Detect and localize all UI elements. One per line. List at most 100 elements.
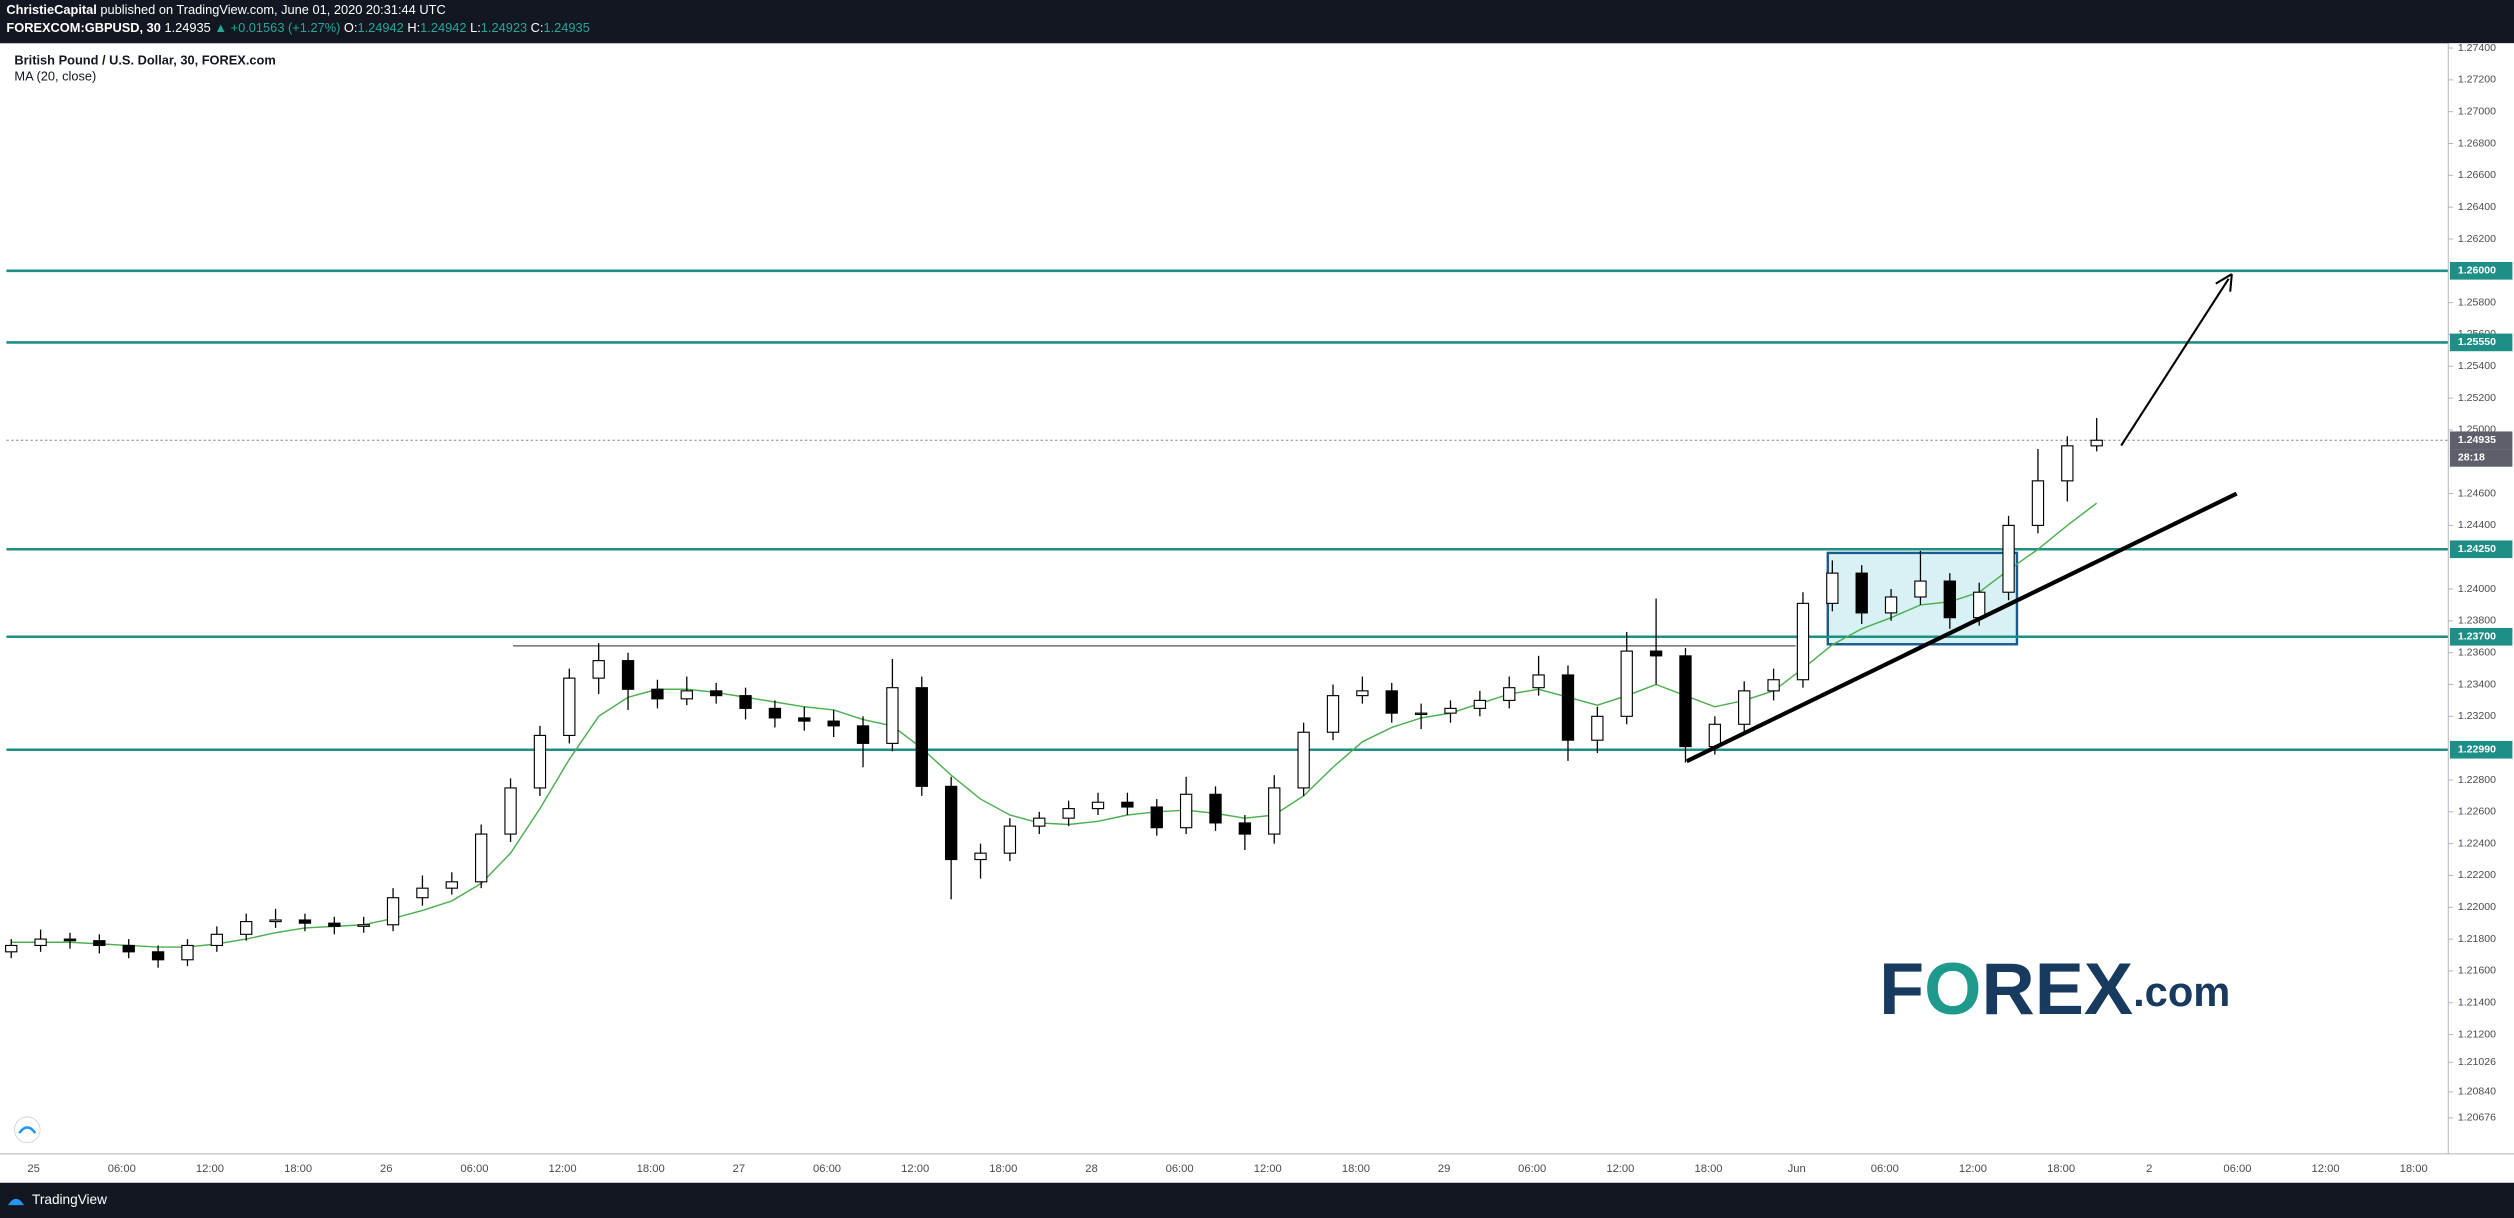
- level-label: 1.22990: [2458, 744, 2496, 756]
- level-label: 1.25550: [2458, 336, 2496, 348]
- candle-body: [1238, 822, 1252, 835]
- candle-body: [357, 924, 370, 927]
- candles: [5, 417, 2103, 968]
- x-tick-label: 06:00: [813, 1163, 841, 1175]
- candle-body: [1003, 825, 1017, 854]
- symbol: FOREXCOM:GBPUSD, 30: [6, 20, 161, 35]
- candle-body: [1385, 690, 1398, 714]
- time-axis: 25 06:00 12:00 18:00 26 06:00 12:00 18:00 27 06:0…: [27, 1163, 2427, 1175]
- x-tick-label: 18:00: [284, 1163, 312, 1175]
- candle-body: [2090, 439, 2103, 447]
- header-bar: [0, 0, 2514, 44]
- candle-body: [1591, 715, 1604, 741]
- y-tick-label: 1.23400: [2458, 678, 2496, 690]
- y-tick-label: 1.21800: [2458, 933, 2496, 945]
- candle-body: [93, 940, 106, 947]
- candle-body: [34, 938, 47, 947]
- x-tick-label: 29: [1438, 1163, 1450, 1175]
- candle-body: [1884, 596, 1898, 614]
- candle-body: [974, 852, 987, 861]
- author: ChristieCapital: [6, 3, 96, 18]
- candle-body: [798, 717, 811, 722]
- candle-body: [240, 921, 253, 935]
- logo: FOREX.com: [1879, 948, 2230, 1031]
- y-tick-label: 1.25400: [2458, 360, 2496, 372]
- candle-body: [181, 944, 194, 961]
- x-tick-label: 18:00: [637, 1163, 665, 1175]
- candle-body: [1620, 650, 1633, 717]
- indicator-label: MA (20, close): [14, 68, 96, 83]
- x-tick-label: 12:00: [1254, 1163, 1282, 1175]
- arrow-line: [2120, 278, 2230, 447]
- x-tick-label: 18:00: [1694, 1163, 1722, 1175]
- logo-text: FOREX.com: [1879, 948, 2230, 1031]
- candle-body: [2061, 445, 2074, 482]
- logo-part: .com: [2133, 968, 2230, 1015]
- y-tick-label: 1.24400: [2458, 519, 2496, 531]
- candle-body: [1767, 679, 1780, 692]
- level-label: 1.24250: [2458, 543, 2496, 555]
- candle-body: [1326, 695, 1340, 733]
- candle-body: [1796, 602, 1810, 681]
- y-tick-label: 1.20840: [2458, 1086, 2496, 1098]
- x-tick-label: 12:00: [901, 1163, 929, 1175]
- candle-body: [1708, 723, 1722, 748]
- candle-body: [533, 734, 547, 789]
- candle-body: [709, 690, 723, 697]
- candle-body: [944, 785, 958, 861]
- level-label: 1.23700: [2458, 631, 2496, 643]
- y-tick-label: 1.26400: [2458, 201, 2496, 213]
- candle-body: [1561, 674, 1575, 741]
- levels: [6, 269, 2449, 752]
- logo-part: O: [1924, 948, 1981, 1031]
- y-tick-label: 1.22600: [2458, 806, 2496, 818]
- ohlc-value: 1.24942: [420, 20, 466, 35]
- y-tick-label: 1.24000: [2458, 583, 2496, 595]
- y-tick-label: 1.22000: [2458, 901, 2496, 913]
- x-tick-label: Jun: [1788, 1163, 1806, 1175]
- y-tick-label: 1.22400: [2458, 837, 2496, 849]
- x-tick-label: 18:00: [2047, 1163, 2075, 1175]
- logo-part: REX: [1981, 948, 2133, 1031]
- ohlc-key: C:: [531, 20, 544, 35]
- candle-body: [1738, 690, 1751, 725]
- candle-body: [1179, 793, 1193, 829]
- drawings-over: [1685, 273, 2238, 764]
- candle-body: [1356, 690, 1369, 697]
- candle-body: [768, 707, 782, 719]
- level-tag: [2449, 261, 2513, 280]
- candle-body: [504, 787, 517, 835]
- candle-body: [1973, 591, 1986, 619]
- candle-body: [5, 944, 18, 953]
- candle-body: [210, 933, 224, 947]
- level-tag: [2449, 740, 2513, 759]
- y-tick-label: 1.21600: [2458, 965, 2496, 977]
- candle-body: [1679, 655, 1692, 748]
- candle-body: [563, 677, 576, 736]
- candle-body: [1914, 580, 1927, 598]
- brand-icon: [8, 1198, 25, 1206]
- x-tick-label: 06:00: [1166, 1163, 1194, 1175]
- candle-body: [269, 919, 282, 923]
- ohlc-value: 1.24942: [357, 20, 403, 35]
- candle-body: [2002, 524, 2015, 593]
- candle-body: [739, 695, 752, 709]
- x-tick-label: 12:00: [196, 1163, 224, 1175]
- y-tick-label: 1.23800: [2458, 615, 2496, 627]
- candle-body: [151, 951, 165, 961]
- last-price-label: 1.24935: [2458, 434, 2496, 446]
- logo-part: F: [1879, 948, 1924, 1031]
- y-tick-label: 1.23600: [2458, 646, 2496, 658]
- level-label: 1.26000: [2458, 265, 2496, 277]
- x-tick-label: 18:00: [2400, 1163, 2428, 1175]
- candle-body: [386, 897, 400, 926]
- y-tick-label: 1.26600: [2458, 169, 2496, 181]
- x-tick-label: 18:00: [1342, 1163, 1370, 1175]
- candle-body: [63, 938, 77, 942]
- arrow-head: [2215, 273, 2233, 292]
- x-tick-label: 28: [1085, 1163, 1097, 1175]
- candle-body: [1209, 793, 1222, 824]
